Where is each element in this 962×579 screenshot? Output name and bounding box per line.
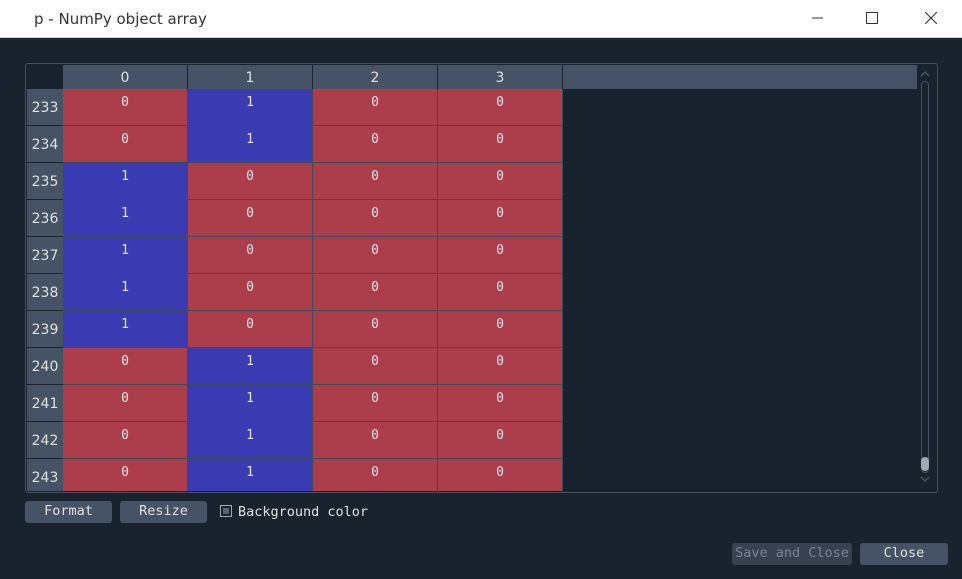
column-header-bar: 0 1 2 3 bbox=[63, 65, 917, 89]
table-corner bbox=[27, 65, 63, 89]
table-cell[interactable]: 0 bbox=[438, 459, 563, 491]
table-cell[interactable]: 1 bbox=[188, 126, 313, 163]
array-grid: 0 1 2 3 233 0 1 0 0 234 0 1 0 0 235 1 0 0 0 236 1 0 0 0 237 1… bbox=[27, 65, 917, 491]
table-cell[interactable]: 0 bbox=[188, 274, 313, 311]
table-cell[interactable]: 0 bbox=[313, 126, 438, 163]
row-header[interactable]: 239 bbox=[27, 311, 63, 348]
save-and-close-button[interactable]: Save and Close bbox=[732, 543, 852, 565]
row-header[interactable]: 233 bbox=[27, 89, 63, 126]
table-cell[interactable]: 0 bbox=[188, 311, 313, 348]
window-title: p - NumPy object array bbox=[34, 10, 207, 28]
column-header[interactable]: 2 bbox=[313, 65, 438, 89]
table-cell[interactable]: 0 bbox=[438, 385, 563, 422]
row-header[interactable]: 238 bbox=[27, 274, 63, 311]
table-cell[interactable]: 0 bbox=[313, 200, 438, 237]
close-button[interactable]: Close bbox=[860, 543, 948, 565]
table-cell[interactable]: 0 bbox=[438, 126, 563, 163]
table-cell[interactable]: 0 bbox=[313, 385, 438, 422]
resize-button[interactable]: Resize bbox=[120, 501, 207, 523]
table-cell[interactable]: 0 bbox=[313, 89, 438, 126]
table-cell[interactable]: 0 bbox=[438, 237, 563, 274]
table-cell[interactable]: 0 bbox=[188, 200, 313, 237]
table-cell[interactable]: 0 bbox=[438, 163, 563, 200]
background-color-checkbox[interactable] bbox=[220, 505, 232, 517]
table-cell[interactable]: 0 bbox=[63, 422, 188, 459]
table-cell[interactable]: 0 bbox=[438, 200, 563, 237]
row-header[interactable]: 242 bbox=[27, 422, 63, 459]
table-cell[interactable]: 0 bbox=[313, 274, 438, 311]
background-color-label[interactable]: Background color bbox=[238, 504, 369, 520]
table-cell[interactable]: 0 bbox=[438, 274, 563, 311]
table-cell[interactable]: 0 bbox=[313, 348, 438, 385]
minimize-button[interactable] bbox=[795, 0, 841, 37]
table-cell[interactable]: 0 bbox=[313, 311, 438, 348]
maximize-icon bbox=[866, 12, 878, 24]
table-cell[interactable]: 1 bbox=[188, 89, 313, 126]
table-cell[interactable]: 0 bbox=[438, 348, 563, 385]
table-cell[interactable]: 0 bbox=[63, 459, 188, 491]
table-cell[interactable]: 1 bbox=[188, 385, 313, 422]
title-bar: p - NumPy object array bbox=[0, 0, 962, 38]
scroll-track[interactable] bbox=[921, 81, 929, 473]
table-cell[interactable]: 0 bbox=[313, 422, 438, 459]
table-cell[interactable]: 1 bbox=[63, 200, 188, 237]
format-button[interactable]: Format bbox=[25, 501, 112, 523]
array-table: 0 1 2 3 233 0 1 0 0 234 0 1 0 0 235 1 0 0 0 236 1 0 0 0 237 1… bbox=[25, 63, 938, 493]
row-header[interactable]: 240 bbox=[27, 348, 63, 385]
table-cell[interactable]: 0 bbox=[188, 237, 313, 274]
row-header[interactable]: 237 bbox=[27, 237, 63, 274]
row-header[interactable]: 236 bbox=[27, 200, 63, 237]
table-cell[interactable]: 1 bbox=[63, 311, 188, 348]
table-cell[interactable]: 1 bbox=[63, 237, 188, 274]
table-cell[interactable]: 0 bbox=[313, 459, 438, 491]
row-header[interactable]: 241 bbox=[27, 385, 63, 422]
table-cell[interactable]: 0 bbox=[63, 89, 188, 126]
table-cell[interactable]: 0 bbox=[438, 311, 563, 348]
scroll-up-icon[interactable] bbox=[920, 70, 930, 77]
scroll-down-icon[interactable] bbox=[920, 476, 930, 483]
table-cell[interactable]: 1 bbox=[188, 348, 313, 385]
column-header[interactable]: 1 bbox=[188, 65, 313, 89]
row-header[interactable]: 235 bbox=[27, 163, 63, 200]
checkbox-checked-mark bbox=[223, 508, 229, 514]
vertical-scrollbar[interactable] bbox=[917, 67, 933, 485]
table-cell[interactable]: 0 bbox=[438, 89, 563, 126]
close-icon bbox=[925, 12, 937, 24]
table-cell[interactable]: 1 bbox=[63, 274, 188, 311]
table-cell[interactable]: 0 bbox=[63, 126, 188, 163]
column-header[interactable]: 0 bbox=[63, 65, 188, 89]
table-cell[interactable]: 0 bbox=[188, 163, 313, 200]
row-header[interactable]: 243 bbox=[27, 459, 63, 491]
table-cell[interactable]: 1 bbox=[188, 422, 313, 459]
close-window-button[interactable] bbox=[908, 0, 954, 37]
table-cell[interactable]: 1 bbox=[188, 459, 313, 491]
table-cell[interactable]: 0 bbox=[438, 422, 563, 459]
minimize-icon bbox=[812, 17, 823, 19]
table-cell[interactable]: 0 bbox=[313, 237, 438, 274]
row-header[interactable]: 234 bbox=[27, 126, 63, 163]
table-cell[interactable]: 0 bbox=[63, 385, 188, 422]
column-header[interactable]: 3 bbox=[438, 65, 563, 89]
scroll-thumb[interactable] bbox=[921, 457, 929, 471]
window-bottom-edge bbox=[0, 574, 962, 579]
table-cell[interactable]: 0 bbox=[63, 348, 188, 385]
table-cell[interactable]: 0 bbox=[313, 163, 438, 200]
maximize-button[interactable] bbox=[849, 0, 895, 37]
table-cell[interactable]: 1 bbox=[63, 163, 188, 200]
